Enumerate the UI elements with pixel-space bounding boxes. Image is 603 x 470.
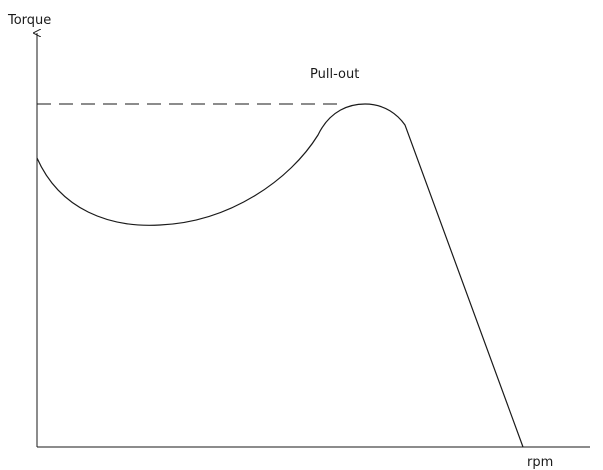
x-axis-label: rpm bbox=[527, 455, 553, 470]
torque-curve bbox=[36, 103, 524, 448]
y-axis-label: Torque bbox=[7, 13, 51, 28]
pull-out-label: Pull-out bbox=[310, 67, 359, 82]
